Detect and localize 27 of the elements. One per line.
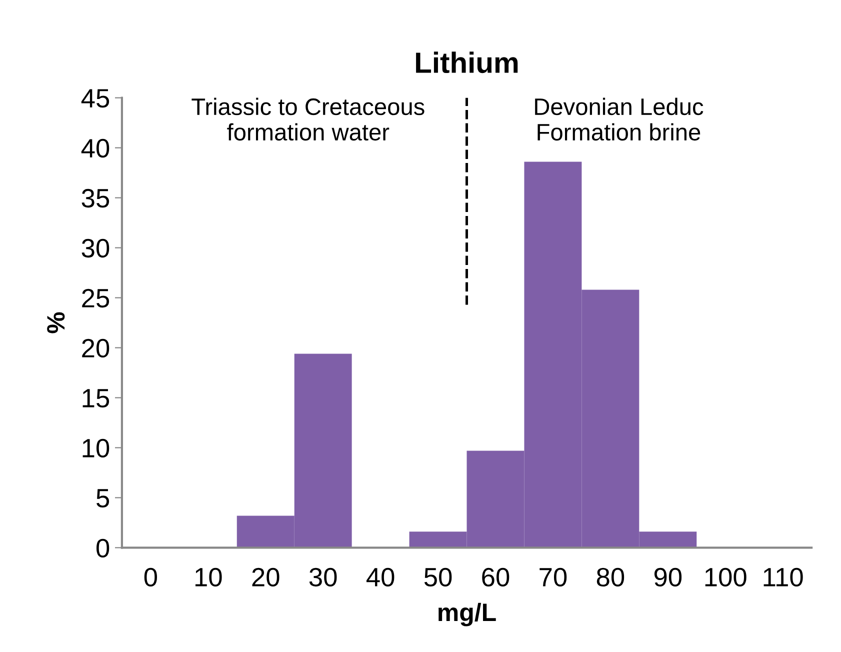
- x-tick-label: 50: [424, 568, 452, 587]
- y-tick-label: 10: [82, 438, 110, 458]
- y-tick-label: 5: [96, 489, 110, 508]
- x-tick-label: 0: [144, 568, 157, 587]
- annotation: Devonian Leduc Formation brine: [535, 98, 704, 141]
- x-axis-title: mg/L: [438, 602, 496, 626]
- x-tick-label: 80: [596, 568, 624, 587]
- x-tick-label: 70: [540, 568, 567, 587]
- y-tick-label: 0: [96, 538, 110, 558]
- x-tick-label: 110: [764, 568, 803, 587]
- x-tick-label: 30: [309, 568, 337, 587]
- chart-title: Lithium: [416, 52, 518, 74]
- x-tick-label: 40: [366, 568, 394, 587]
- y-tick-label: 45: [81, 89, 110, 108]
- x-tick-label: 100: [705, 568, 746, 587]
- x-tick-label: 10: [195, 568, 222, 587]
- x-tick-label: 20: [252, 568, 280, 587]
- y-tick-label: 35: [82, 188, 110, 208]
- y-tick-label: 30: [82, 238, 110, 258]
- x-tick-label: 60: [482, 568, 510, 587]
- x-tick-label: 90: [654, 568, 682, 587]
- annotation: Triassic to Cretaceous formation water: [192, 98, 424, 141]
- y-tick-label: 25: [82, 288, 110, 308]
- y-tick-label: 15: [82, 389, 110, 408]
- y-tick-label: 20: [82, 338, 110, 358]
- y-tick-label: 40: [81, 138, 110, 158]
- y-axis-title: %: [47, 312, 65, 334]
